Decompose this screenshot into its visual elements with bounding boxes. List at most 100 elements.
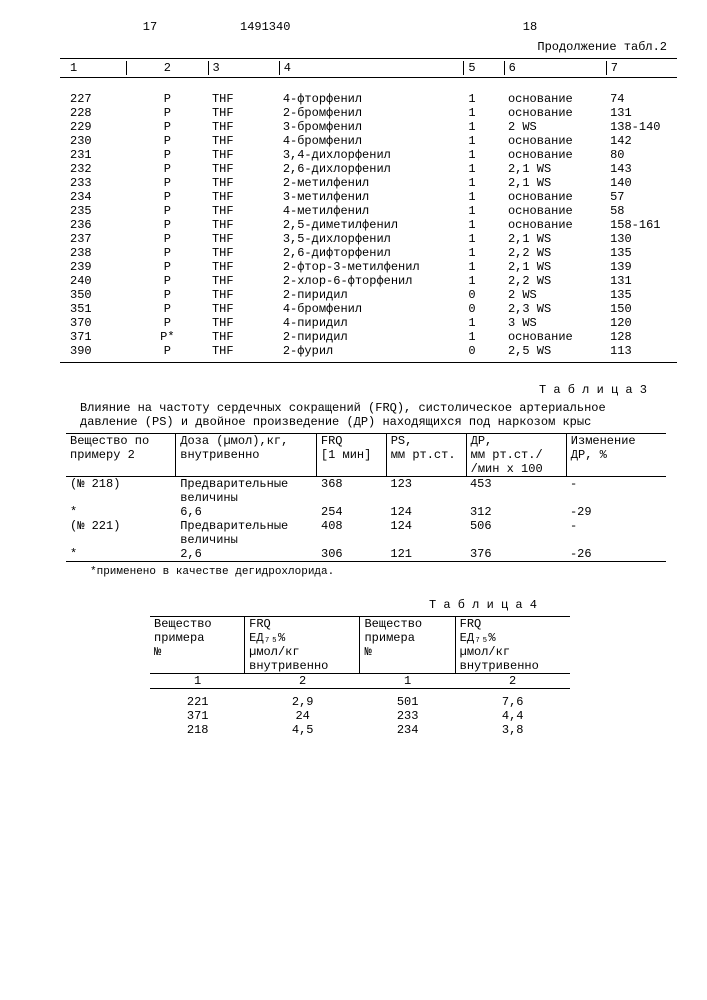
table-row: 2184,52343,8 <box>150 723 570 737</box>
cell: 2 WS <box>504 120 606 134</box>
cell: 2,1 WS <box>504 232 606 246</box>
table-4-label: Т а б л и ц а 4 <box>80 598 537 612</box>
doc-number: 1491340 <box>240 20 440 34</box>
cell: 1 <box>464 120 504 134</box>
t2-h4: 4 <box>279 61 464 75</box>
cell: 2,6-дифторфенил <box>279 246 465 260</box>
t2-h7: 7 <box>606 61 677 75</box>
cell: Р <box>127 148 208 162</box>
t4-sh4: 2 <box>455 674 570 688</box>
table-row: 371Р*THF2-пиридил1основание128 <box>60 330 677 344</box>
t2-h3: 3 <box>208 61 279 75</box>
cell: 138-140 <box>606 120 677 134</box>
cell: 158-161 <box>606 218 677 232</box>
t4-sh1: 1 <box>150 674 245 688</box>
cell: основание <box>504 134 606 148</box>
cell: 240 <box>60 274 127 288</box>
cell: Р <box>127 246 208 260</box>
cell: основание <box>504 218 606 232</box>
cell: Р <box>127 232 208 246</box>
cell: 1 <box>464 92 504 106</box>
table-row: 240РTHF2-хлор-6-фторфенил12,2 WS131 <box>60 274 677 288</box>
cell: 2,6 <box>176 547 317 561</box>
cell: Р <box>127 260 208 274</box>
cell: 368 <box>317 477 386 505</box>
cell: 124 <box>386 519 466 547</box>
cell: 1 <box>464 218 504 232</box>
cell: 2 WS <box>504 288 606 302</box>
cell: 2,9 <box>245 695 360 709</box>
cell: 1 <box>464 190 504 204</box>
cell: THF <box>208 190 279 204</box>
table-row: 236РTHF2,5-диметилфенил1основание158-161 <box>60 218 677 232</box>
cell: 135 <box>606 246 677 260</box>
cell: 131 <box>606 106 677 120</box>
cell: THF <box>208 246 279 260</box>
cell: 1 <box>464 134 504 148</box>
cell: 124 <box>386 505 466 519</box>
cell: 140 <box>606 176 677 190</box>
cell: 4-пиридил <box>279 316 465 330</box>
cell: 0 <box>464 288 504 302</box>
cell: Предварительные величины <box>176 519 317 547</box>
cell: 58 <box>606 204 677 218</box>
cell: 4-бромфенил <box>279 134 465 148</box>
cell: 57 <box>606 190 677 204</box>
cell: основание <box>504 148 606 162</box>
cell: 24 <box>245 709 360 723</box>
cell: 1 <box>464 162 504 176</box>
cell: 1 <box>464 330 504 344</box>
cell: 350 <box>60 288 127 302</box>
cell: основание <box>504 106 606 120</box>
cell: 1 <box>464 260 504 274</box>
cell: 2-фурил <box>279 344 465 358</box>
cell: 371 <box>60 330 127 344</box>
cell: Р <box>127 274 208 288</box>
cell: 2-метилфенил <box>279 176 465 190</box>
table-row: 239РTHF2-фтор-3-метилфенил12,1 WS139 <box>60 260 677 274</box>
cell: Р <box>127 176 208 190</box>
cell: Р* <box>127 330 208 344</box>
cell: 4-фторфенил <box>279 92 465 106</box>
table-row: 231РTHF3,4-дихлорфенил1основание80 <box>60 148 677 162</box>
cell: THF <box>208 120 279 134</box>
cell: 371 <box>150 709 245 723</box>
cell: 120 <box>606 316 677 330</box>
t3-h3: FRQ [1 мин] <box>316 434 386 476</box>
rule <box>60 77 677 78</box>
table-3-header: Вещество по примеру 2 Доза (µмол),кг, вн… <box>66 434 666 476</box>
cell: Р <box>127 120 208 134</box>
cell: THF <box>208 316 279 330</box>
table-4: Вещество примера № FRQ ЕД₇₅% µмол/кг вну… <box>150 617 570 673</box>
cell: 0 <box>464 302 504 316</box>
cell: * <box>66 505 176 519</box>
cell: 306 <box>317 547 386 561</box>
cell: 232 <box>60 162 127 176</box>
t2-h6: 6 <box>504 61 606 75</box>
cell: - <box>566 477 666 505</box>
table-4-subhead-row: 1 2 1 2 <box>150 674 570 688</box>
cell: 234 <box>60 190 127 204</box>
cell: 1 <box>464 106 504 120</box>
table-3-body: (№ 218)Предварительные величины368123453… <box>66 477 666 561</box>
table-row: 390РTHF2-фурил02,5 WS113 <box>60 344 677 358</box>
table-row: 370РTHF4-пиридил13 WS120 <box>60 316 677 330</box>
cell: THF <box>208 344 279 358</box>
cell: 123 <box>386 477 466 505</box>
cell: Р <box>127 190 208 204</box>
cell: 4,4 <box>455 709 570 723</box>
cell: * <box>66 547 176 561</box>
t3-h2: Доза (µмол),кг, внутривенно <box>176 434 317 476</box>
cell: Р <box>127 218 208 232</box>
table-row: (№ 221)Предварительные величины408124506… <box>66 519 666 547</box>
cell: 7,6 <box>455 695 570 709</box>
cell: 2,6-дихлорфенил <box>279 162 465 176</box>
table-2-body: 227РTHF4-фторфенил1основание74228РTHF2-б… <box>60 92 677 358</box>
cell: THF <box>208 106 279 120</box>
t2-h5: 5 <box>464 61 504 75</box>
table-row: 227РTHF4-фторфенил1основание74 <box>60 92 677 106</box>
t2-h2: 2 <box>127 61 209 75</box>
table-3-footnote: *применено в качестве дегидрохлорида. <box>90 566 677 578</box>
cell: 130 <box>606 232 677 246</box>
cell: 4-метилфенил <box>279 204 465 218</box>
